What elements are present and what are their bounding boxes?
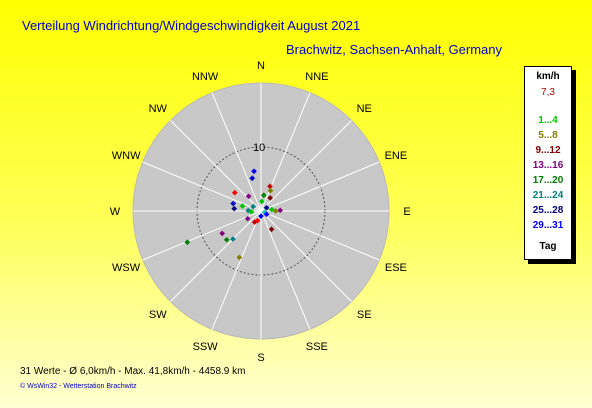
direction-label-wnw: WNW	[112, 150, 141, 162]
data-point	[259, 198, 265, 205]
radial-tick-label: 10	[253, 142, 265, 154]
data-point	[251, 168, 257, 175]
legend-unit: km/h	[536, 71, 560, 82]
data-point	[236, 254, 243, 261]
data-point	[219, 230, 226, 237]
direction-label-nw: NW	[149, 103, 168, 115]
direction-label-se: SE	[357, 309, 372, 321]
legend-bin: 29...31	[532, 220, 564, 231]
direction-label-ene: ENE	[385, 150, 408, 162]
data-point	[263, 204, 270, 211]
data-point	[267, 187, 274, 194]
data-point	[268, 226, 275, 233]
direction-label-n: N	[257, 60, 265, 72]
data-point	[223, 236, 230, 243]
legend-average: 7,3	[541, 87, 555, 98]
legend-bin: 17...20	[532, 175, 564, 186]
data-point	[230, 236, 236, 242]
data-point	[272, 208, 279, 214]
spoke-ne	[260, 120, 352, 212]
direction-label-wsw: WSW	[112, 262, 141, 274]
data-point	[267, 183, 273, 190]
legend-footer: Tag	[539, 241, 557, 252]
data-point	[239, 203, 246, 209]
data-point	[248, 209, 255, 215]
data-point	[184, 239, 191, 246]
spoke-sw	[170, 210, 262, 302]
data-point	[250, 203, 257, 210]
legend-bin: 21...24	[532, 190, 564, 201]
data-point	[258, 213, 264, 219]
credit-line: © WsWin32 - Wetterstation Brachwitz	[20, 383, 137, 390]
direction-label-sw: SW	[149, 309, 167, 321]
data-point	[260, 192, 267, 199]
direction-label-sse: SSE	[306, 341, 328, 353]
data-point	[244, 215, 251, 222]
chart-location: Brachwitz, Sachsen-Anhalt, Germany	[285, 42, 502, 57]
legend-bin: 5...8	[538, 130, 558, 141]
data-point	[249, 175, 256, 182]
legend-bin: 25...28	[532, 205, 564, 216]
data-point	[267, 195, 274, 201]
spoke-nnw	[211, 92, 262, 212]
spoke-wnw	[142, 161, 262, 212]
data-point	[231, 205, 238, 212]
spoke-ese	[260, 210, 380, 261]
spoke-wsw	[142, 210, 262, 261]
direction-label-nnw: NNW	[192, 71, 219, 83]
chart-title: Verteilung Windrichtung/Windgeschwindigk…	[22, 18, 361, 33]
spoke-ene	[260, 161, 380, 212]
direction-label-s: S	[257, 352, 264, 364]
direction-label-nne: NNE	[305, 71, 328, 83]
legend: km/h 7,3 1...4 5...8 9...12 13...16 17...20 2…	[524, 66, 572, 260]
spoke-sse	[260, 210, 311, 330]
legend-bin: 9...12	[535, 145, 561, 156]
data-point	[277, 207, 284, 214]
direction-label-w: W	[110, 206, 121, 218]
data-point	[230, 200, 237, 207]
data-point	[245, 193, 252, 200]
data-point	[251, 219, 258, 225]
spoke-nw	[170, 120, 262, 212]
direction-label-e: E	[403, 206, 410, 218]
spoke-se	[260, 210, 352, 302]
direction-label-ssw: SSW	[193, 341, 219, 353]
data-point	[231, 189, 238, 196]
spoke-ssw	[211, 210, 262, 330]
direction-label-ne: NE	[357, 103, 372, 115]
legend-bin: 1...4	[538, 115, 558, 126]
direction-label-ese: ESE	[385, 262, 407, 274]
stats-line: 31 Werte - Ø 6,0km/h - Max. 41,8km/h - 4…	[20, 366, 246, 377]
legend-bin: 13...16	[532, 160, 564, 171]
data-point	[263, 211, 270, 218]
